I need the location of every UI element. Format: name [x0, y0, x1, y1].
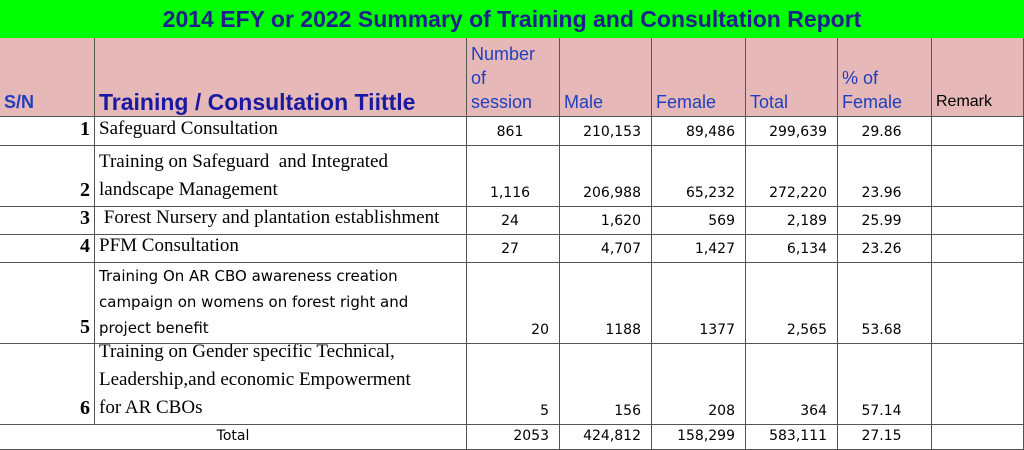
value-cell: 1,620 [560, 207, 652, 235]
header-cell: Female [652, 38, 746, 117]
header-cell: Number of session [467, 38, 560, 117]
text-line: session [471, 92, 533, 112]
value-cell: 57.14 [838, 344, 932, 425]
text-line: project benefit [99, 319, 209, 337]
row-number: 3 [0, 207, 95, 235]
row-title: PFM Consultation [95, 235, 467, 263]
value-cell: 208 [652, 344, 746, 425]
total-cell: 27.15 [838, 425, 932, 450]
value-cell: 1,116 [467, 146, 560, 207]
value-cell: 1,427 [652, 235, 746, 263]
text-line: Safeguard Consultation [99, 118, 278, 139]
value-cell: 2,189 [746, 207, 838, 235]
value-cell: 861 [467, 117, 560, 146]
remark-cell [932, 235, 1024, 263]
value-cell: 23.96 [838, 146, 932, 207]
total-cell: 424,812 [560, 425, 652, 450]
value-cell: 4,707 [560, 235, 652, 263]
value-cell: 6,134 [746, 235, 838, 263]
header-cell: Remark [932, 38, 1024, 117]
total-label: Total [0, 425, 467, 450]
value-cell: 27 [467, 235, 560, 263]
value-cell: 53.68 [838, 263, 932, 344]
remark-cell [932, 344, 1024, 425]
total-cell: 583,111 [746, 425, 838, 450]
value-cell: 210,153 [560, 117, 652, 146]
remark-cell [932, 425, 1024, 450]
row-number: 1 [0, 117, 95, 146]
row-title: Forest Nursery and plantation establishm… [95, 207, 467, 235]
text-line: Leadership,and economic Empowerment [99, 369, 411, 390]
row-number: 6 [0, 344, 95, 425]
row-title: Training on Safeguard and Integrated land… [95, 146, 467, 207]
value-cell: 1188 [560, 263, 652, 344]
remark-cell [932, 146, 1024, 207]
text-line: campaign on womens on forest right and [99, 293, 409, 311]
value-cell: 206,988 [560, 146, 652, 207]
table-title: 2014 EFY or 2022 Summary of Training and… [0, 0, 1024, 38]
value-cell: 24 [467, 207, 560, 235]
text-line: Forest Nursery and plantation establishm… [99, 207, 440, 228]
header-cell: Training / Consultation Tiittle [95, 38, 467, 117]
value-cell: 65,232 [652, 146, 746, 207]
remark-cell [932, 207, 1024, 235]
row-number: 5 [0, 263, 95, 344]
header-cell: S/N [0, 38, 95, 117]
text-line: Training On AR CBO awareness creation [99, 267, 398, 285]
text-line: landscape Management [99, 179, 278, 200]
row-number: 2 [0, 146, 95, 207]
remark-cell [932, 117, 1024, 146]
value-cell: 1377 [652, 263, 746, 344]
header-cell: % of Female [838, 38, 932, 117]
value-cell: 25.99 [838, 207, 932, 235]
text-line: of [471, 68, 487, 88]
header-cell: Total [746, 38, 838, 117]
row-title: Training on Gender specific Technical, Le… [95, 344, 467, 425]
text-line: % of [842, 68, 879, 88]
row-title: Training On AR CBO awareness creation cam… [95, 263, 467, 344]
value-cell: 5 [467, 344, 560, 425]
text-line: for AR CBOs [99, 397, 203, 418]
total-cell: 158,299 [652, 425, 746, 450]
text-line: Training on Gender specific Technical, [99, 344, 395, 362]
value-cell: 2,565 [746, 263, 838, 344]
total-cell: 2053 [467, 425, 560, 450]
remark-cell [932, 263, 1024, 344]
header-cell: Male [560, 38, 652, 117]
value-cell: 272,220 [746, 146, 838, 207]
text-line: Number [471, 44, 536, 64]
value-cell: 156 [560, 344, 652, 425]
value-cell: 29.86 [838, 117, 932, 146]
value-cell: 364 [746, 344, 838, 425]
value-cell: 569 [652, 207, 746, 235]
text-line: PFM Consultation [99, 235, 239, 256]
value-cell: 23.26 [838, 235, 932, 263]
row-number: 4 [0, 235, 95, 263]
value-cell: 299,639 [746, 117, 838, 146]
text-line: Training on Safeguard and Integrated [99, 151, 388, 172]
value-cell: 89,486 [652, 117, 746, 146]
text-line: Female [842, 92, 903, 112]
row-title: Safeguard Consultation [95, 117, 467, 146]
value-cell: 20 [467, 263, 560, 344]
